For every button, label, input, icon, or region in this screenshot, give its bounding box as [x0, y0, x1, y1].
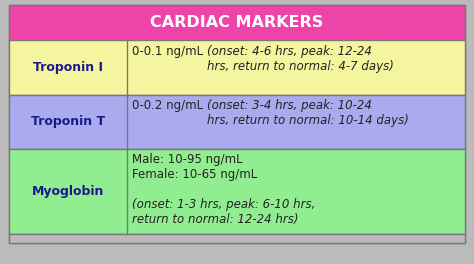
Text: Myoglobin: Myoglobin [32, 185, 104, 198]
Text: (onset: 4-6 hrs, peak: 12-24
hrs, return to normal: 4-7 days): (onset: 4-6 hrs, peak: 12-24 hrs, return… [207, 45, 394, 73]
Text: 0-0.1 ng/mL: 0-0.1 ng/mL [132, 45, 207, 58]
Bar [9, 95, 465, 149]
Bar [9, 149, 465, 234]
Text: (onset: 1-3 hrs, peak: 6-10 hrs,
return to normal: 12-24 hrs): (onset: 1-3 hrs, peak: 6-10 hrs, return … [132, 198, 316, 226]
Bar [9, 234, 465, 243]
Text: Male: 10-95 ng/mL
Female: 10-65 ng/mL: Male: 10-95 ng/mL Female: 10-65 ng/mL [132, 153, 257, 196]
Text: 0-0.2 ng/mL: 0-0.2 ng/mL [132, 99, 207, 112]
Text: CARDIAC MARKERS: CARDIAC MARKERS [150, 15, 324, 30]
Text: Troponin I: Troponin I [33, 61, 103, 74]
Text: (onset: 3-4 hrs, peak: 10-24
hrs, return to normal: 10-14 days): (onset: 3-4 hrs, peak: 10-24 hrs, return… [207, 99, 409, 127]
Bar [9, 5, 465, 40]
Bar [9, 40, 465, 95]
Text: Troponin T: Troponin T [31, 115, 105, 128]
